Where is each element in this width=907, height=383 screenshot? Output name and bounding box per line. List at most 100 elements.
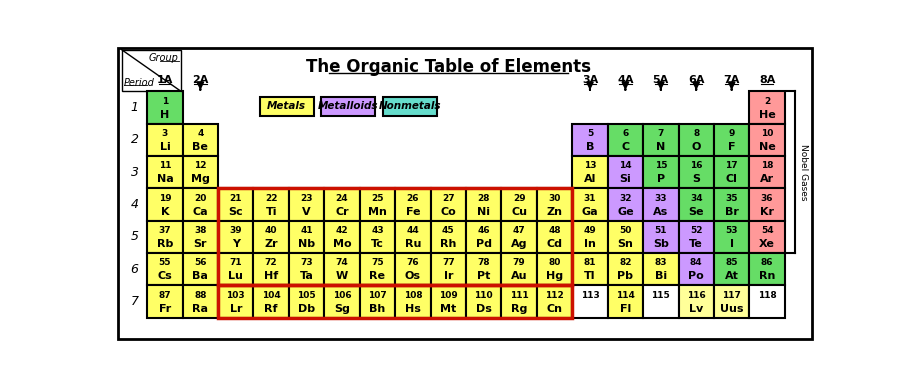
Text: Rn: Rn (759, 272, 775, 282)
Bar (572, 156, 608, 188)
Bar (678, 124, 714, 156)
Text: 26: 26 (406, 194, 419, 203)
Bar (608, 188, 643, 221)
Bar (572, 124, 608, 156)
Text: 82: 82 (619, 258, 631, 267)
Text: 10: 10 (761, 129, 774, 138)
Text: 110: 110 (474, 291, 493, 300)
Text: Se: Se (688, 207, 704, 217)
Bar (749, 188, 785, 221)
Text: H: H (161, 110, 170, 119)
Text: 37: 37 (159, 226, 171, 235)
Text: Mt: Mt (440, 304, 456, 314)
Bar (749, 221, 785, 253)
Bar (714, 221, 749, 253)
Text: B: B (586, 142, 594, 152)
Text: 41: 41 (300, 226, 313, 235)
Text: 22: 22 (265, 194, 278, 203)
Text: Group: Group (149, 53, 179, 63)
Text: 111: 111 (510, 291, 529, 300)
Text: 43: 43 (371, 226, 384, 235)
Bar (643, 253, 678, 285)
Bar (182, 188, 218, 221)
Text: Cu: Cu (512, 207, 527, 217)
Text: Al: Al (584, 174, 596, 184)
Bar (749, 285, 785, 318)
Text: 24: 24 (336, 194, 348, 203)
Bar (678, 221, 714, 253)
Bar (325, 253, 360, 285)
Text: Ca: Ca (192, 207, 208, 217)
Bar (466, 285, 502, 318)
Text: 5: 5 (587, 129, 593, 138)
Text: Ra: Ra (192, 304, 209, 314)
Text: Db: Db (298, 304, 315, 314)
Bar (749, 156, 785, 188)
Text: Hf: Hf (264, 272, 278, 282)
Text: Ne: Ne (758, 142, 775, 152)
Bar (383, 97, 437, 116)
Text: 31: 31 (584, 194, 596, 203)
Bar (325, 285, 360, 318)
Bar (395, 188, 431, 221)
Text: Mo: Mo (333, 239, 351, 249)
Bar (253, 285, 289, 318)
Bar (289, 285, 325, 318)
Text: 109: 109 (439, 291, 458, 300)
Text: 118: 118 (757, 291, 776, 300)
Text: 54: 54 (761, 226, 774, 235)
Bar (466, 253, 502, 285)
Text: 105: 105 (297, 291, 316, 300)
Bar (182, 221, 218, 253)
Text: Mn: Mn (368, 207, 387, 217)
Text: 1: 1 (161, 97, 168, 106)
Text: Bi: Bi (655, 272, 667, 282)
Text: 108: 108 (404, 291, 422, 300)
Bar (537, 221, 572, 253)
Text: 84: 84 (690, 258, 703, 267)
Bar (572, 188, 608, 221)
Text: 2A: 2A (192, 75, 209, 85)
Text: 18: 18 (761, 161, 774, 170)
Text: 116: 116 (687, 291, 706, 300)
Text: Ni: Ni (477, 207, 490, 217)
Text: 8: 8 (693, 129, 699, 138)
Text: Po: Po (688, 272, 704, 282)
Text: 88: 88 (194, 291, 207, 300)
Text: Sr: Sr (193, 239, 207, 249)
Text: 17: 17 (726, 161, 738, 170)
Text: 27: 27 (442, 194, 454, 203)
Text: W: W (336, 272, 348, 282)
Text: Pd: Pd (475, 239, 492, 249)
Bar (608, 156, 643, 188)
Text: Tl: Tl (584, 272, 596, 282)
Text: Pb: Pb (618, 272, 633, 282)
Text: 86: 86 (761, 258, 774, 267)
Text: 7A: 7A (724, 75, 740, 85)
Text: Metalloids: Metalloids (318, 101, 378, 111)
Bar (253, 188, 289, 221)
Text: N: N (656, 142, 666, 152)
Bar (218, 188, 253, 221)
Bar (395, 253, 431, 285)
Text: 113: 113 (580, 291, 600, 300)
Text: O: O (691, 142, 701, 152)
Text: 48: 48 (548, 226, 561, 235)
Bar (147, 221, 182, 253)
Text: 34: 34 (690, 194, 703, 203)
Bar (431, 188, 466, 221)
Text: Os: Os (405, 272, 421, 282)
Bar (643, 285, 678, 318)
Text: Nobel Gases: Nobel Gases (799, 144, 807, 200)
Text: 12: 12 (194, 161, 207, 170)
Text: Zn: Zn (547, 207, 562, 217)
Text: 44: 44 (406, 226, 419, 235)
Text: Xe: Xe (759, 239, 775, 249)
Bar (360, 285, 395, 318)
Text: Cd: Cd (547, 239, 562, 249)
Bar (502, 253, 537, 285)
Bar (218, 221, 253, 253)
Text: Sc: Sc (229, 207, 243, 217)
Text: Hs: Hs (405, 304, 421, 314)
Bar (431, 253, 466, 285)
